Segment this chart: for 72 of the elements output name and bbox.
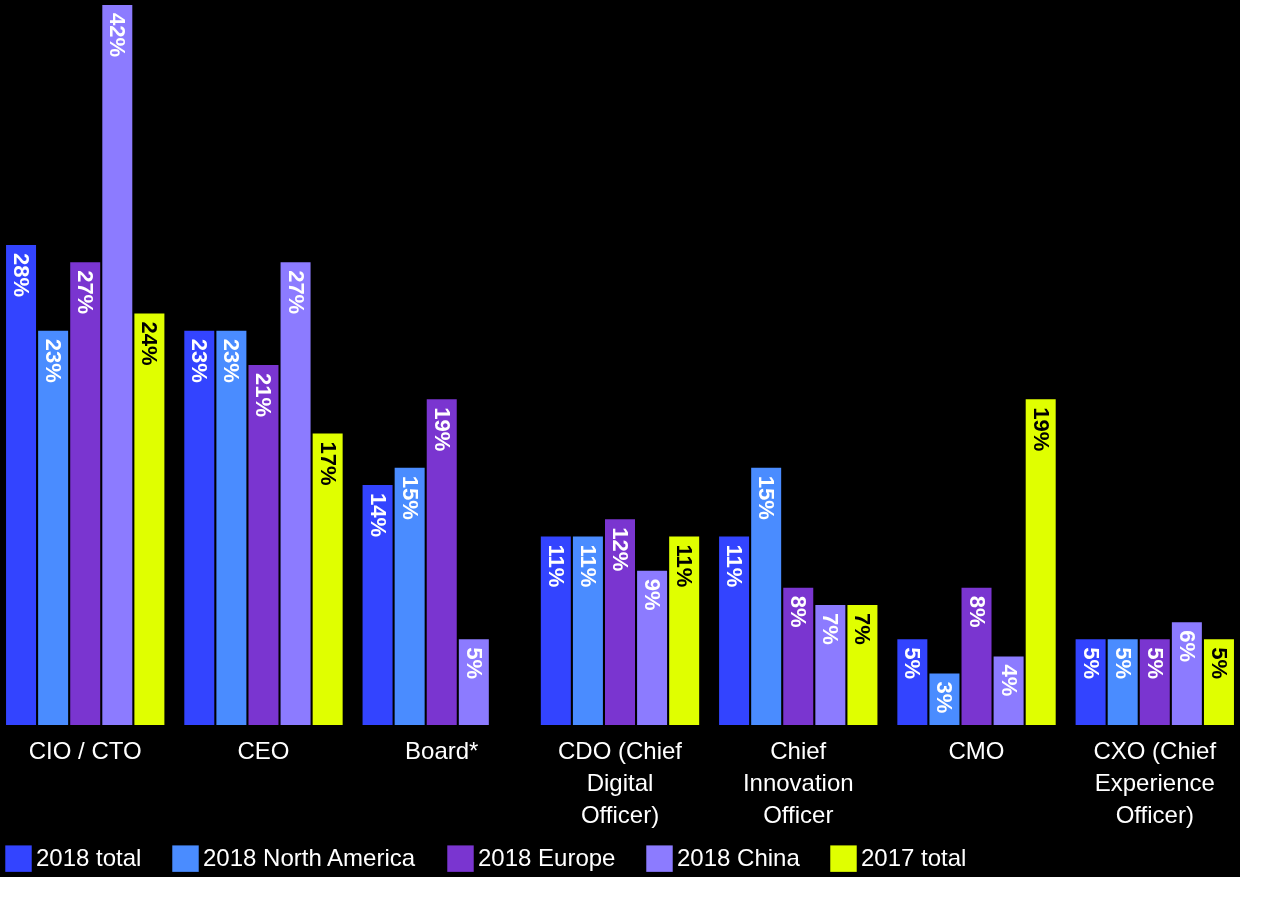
data-label: 17% — [315, 441, 341, 486]
bar — [1025, 399, 1056, 725]
data-label: 5% — [1142, 647, 1168, 680]
legend-label: 2018 China — [677, 843, 801, 871]
bar — [961, 587, 992, 725]
bar — [216, 330, 247, 725]
data-label: 8% — [964, 595, 990, 628]
data-label: 4% — [996, 664, 1022, 697]
bar — [751, 467, 782, 725]
data-label: 6% — [1174, 630, 1200, 662]
data-label: 21% — [251, 373, 277, 418]
bar — [605, 519, 635, 725]
bar — [426, 399, 457, 725]
x-tick-label: CIO / CTO — [28, 736, 142, 764]
legend-label: 2017 total — [861, 843, 967, 871]
x-tick-label: Chief Innovation Officer — [742, 736, 854, 828]
data-label: 12% — [608, 527, 633, 572]
legend-label: 2018 North America — [203, 843, 416, 871]
data-label: 5% — [1206, 647, 1232, 680]
data-label: 5% — [900, 647, 926, 680]
x-tick-label: CEO — [237, 736, 290, 764]
data-label: 7% — [818, 613, 844, 645]
bar — [248, 365, 279, 725]
bar — [38, 330, 69, 725]
bar — [847, 605, 878, 725]
bar — [815, 605, 846, 725]
bar — [394, 467, 425, 725]
bar — [280, 262, 311, 725]
bar — [572, 536, 603, 725]
x-tick-label: CXO (Chief Experience Officer) — [1093, 736, 1217, 828]
bar — [669, 536, 700, 725]
data-label: 11% — [722, 544, 748, 588]
data-label: 15% — [397, 475, 423, 520]
x-tick-label: CDO (Chief Digital Officer) — [557, 736, 683, 828]
data-label: 19% — [429, 407, 455, 452]
data-label: 11% — [543, 544, 569, 588]
data-label: 11% — [575, 544, 601, 588]
bar — [312, 433, 343, 725]
x-tick-label: CMO — [948, 736, 1005, 764]
data-label: 19% — [1028, 407, 1054, 452]
data-label: 23% — [41, 338, 67, 383]
data-label: 23% — [187, 338, 213, 383]
legend-label: 2018 total — [36, 843, 142, 871]
data-label: 8% — [786, 595, 812, 628]
bar — [540, 536, 571, 725]
bar — [70, 262, 101, 725]
data-label: 27% — [73, 270, 99, 315]
data-label: 28% — [9, 253, 35, 298]
bar — [6, 245, 37, 725]
data-label: 5% — [1110, 647, 1136, 680]
data-label: 5% — [1078, 647, 1104, 680]
bar — [637, 570, 668, 725]
data-label: 11% — [672, 544, 698, 588]
data-label: 24% — [137, 321, 163, 366]
bar — [184, 330, 215, 725]
data-label: 15% — [754, 475, 780, 520]
data-label: 7% — [850, 613, 876, 645]
bar — [1171, 622, 1202, 725]
data-label: 23% — [219, 338, 245, 383]
data-label: 14% — [365, 493, 391, 538]
data-label: 5% — [461, 647, 487, 680]
bar — [719, 536, 750, 725]
bar — [134, 313, 165, 725]
data-label: 3% — [932, 681, 958, 714]
bar — [362, 485, 393, 725]
x-tick-label: Board* — [405, 736, 479, 764]
data-label: 27% — [283, 270, 309, 315]
data-label: 42% — [105, 13, 131, 58]
bar — [102, 5, 133, 725]
bar — [783, 587, 814, 725]
legend-label: 2018 Europe — [478, 843, 616, 871]
data-label: 9% — [640, 578, 666, 611]
